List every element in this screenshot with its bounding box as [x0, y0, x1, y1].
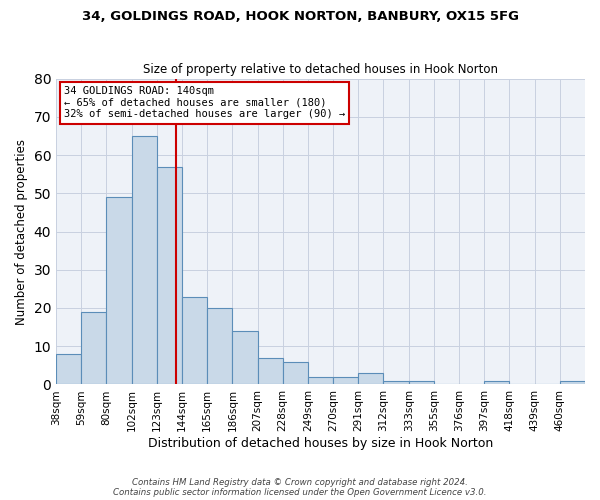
Bar	[283, 362, 308, 384]
Text: Contains HM Land Registry data © Crown copyright and database right 2024.
Contai: Contains HM Land Registry data © Crown c…	[113, 478, 487, 497]
Bar	[484, 380, 509, 384]
Bar	[157, 166, 182, 384]
Bar	[207, 308, 232, 384]
Bar	[383, 380, 409, 384]
Bar	[56, 354, 81, 384]
Bar	[131, 136, 157, 384]
Bar	[182, 296, 207, 384]
Bar	[257, 358, 283, 384]
Y-axis label: Number of detached properties: Number of detached properties	[15, 138, 28, 324]
Text: 34, GOLDINGS ROAD, HOOK NORTON, BANBURY, OX15 5FG: 34, GOLDINGS ROAD, HOOK NORTON, BANBURY,…	[82, 10, 518, 23]
Bar	[232, 331, 257, 384]
Bar	[409, 380, 434, 384]
Bar	[333, 377, 358, 384]
Title: Size of property relative to detached houses in Hook Norton: Size of property relative to detached ho…	[143, 63, 498, 76]
Bar	[106, 197, 131, 384]
Bar	[358, 373, 383, 384]
X-axis label: Distribution of detached houses by size in Hook Norton: Distribution of detached houses by size …	[148, 437, 493, 450]
Text: 34 GOLDINGS ROAD: 140sqm
← 65% of detached houses are smaller (180)
32% of semi-: 34 GOLDINGS ROAD: 140sqm ← 65% of detach…	[64, 86, 345, 120]
Bar	[81, 312, 106, 384]
Bar	[308, 377, 333, 384]
Bar	[560, 380, 585, 384]
